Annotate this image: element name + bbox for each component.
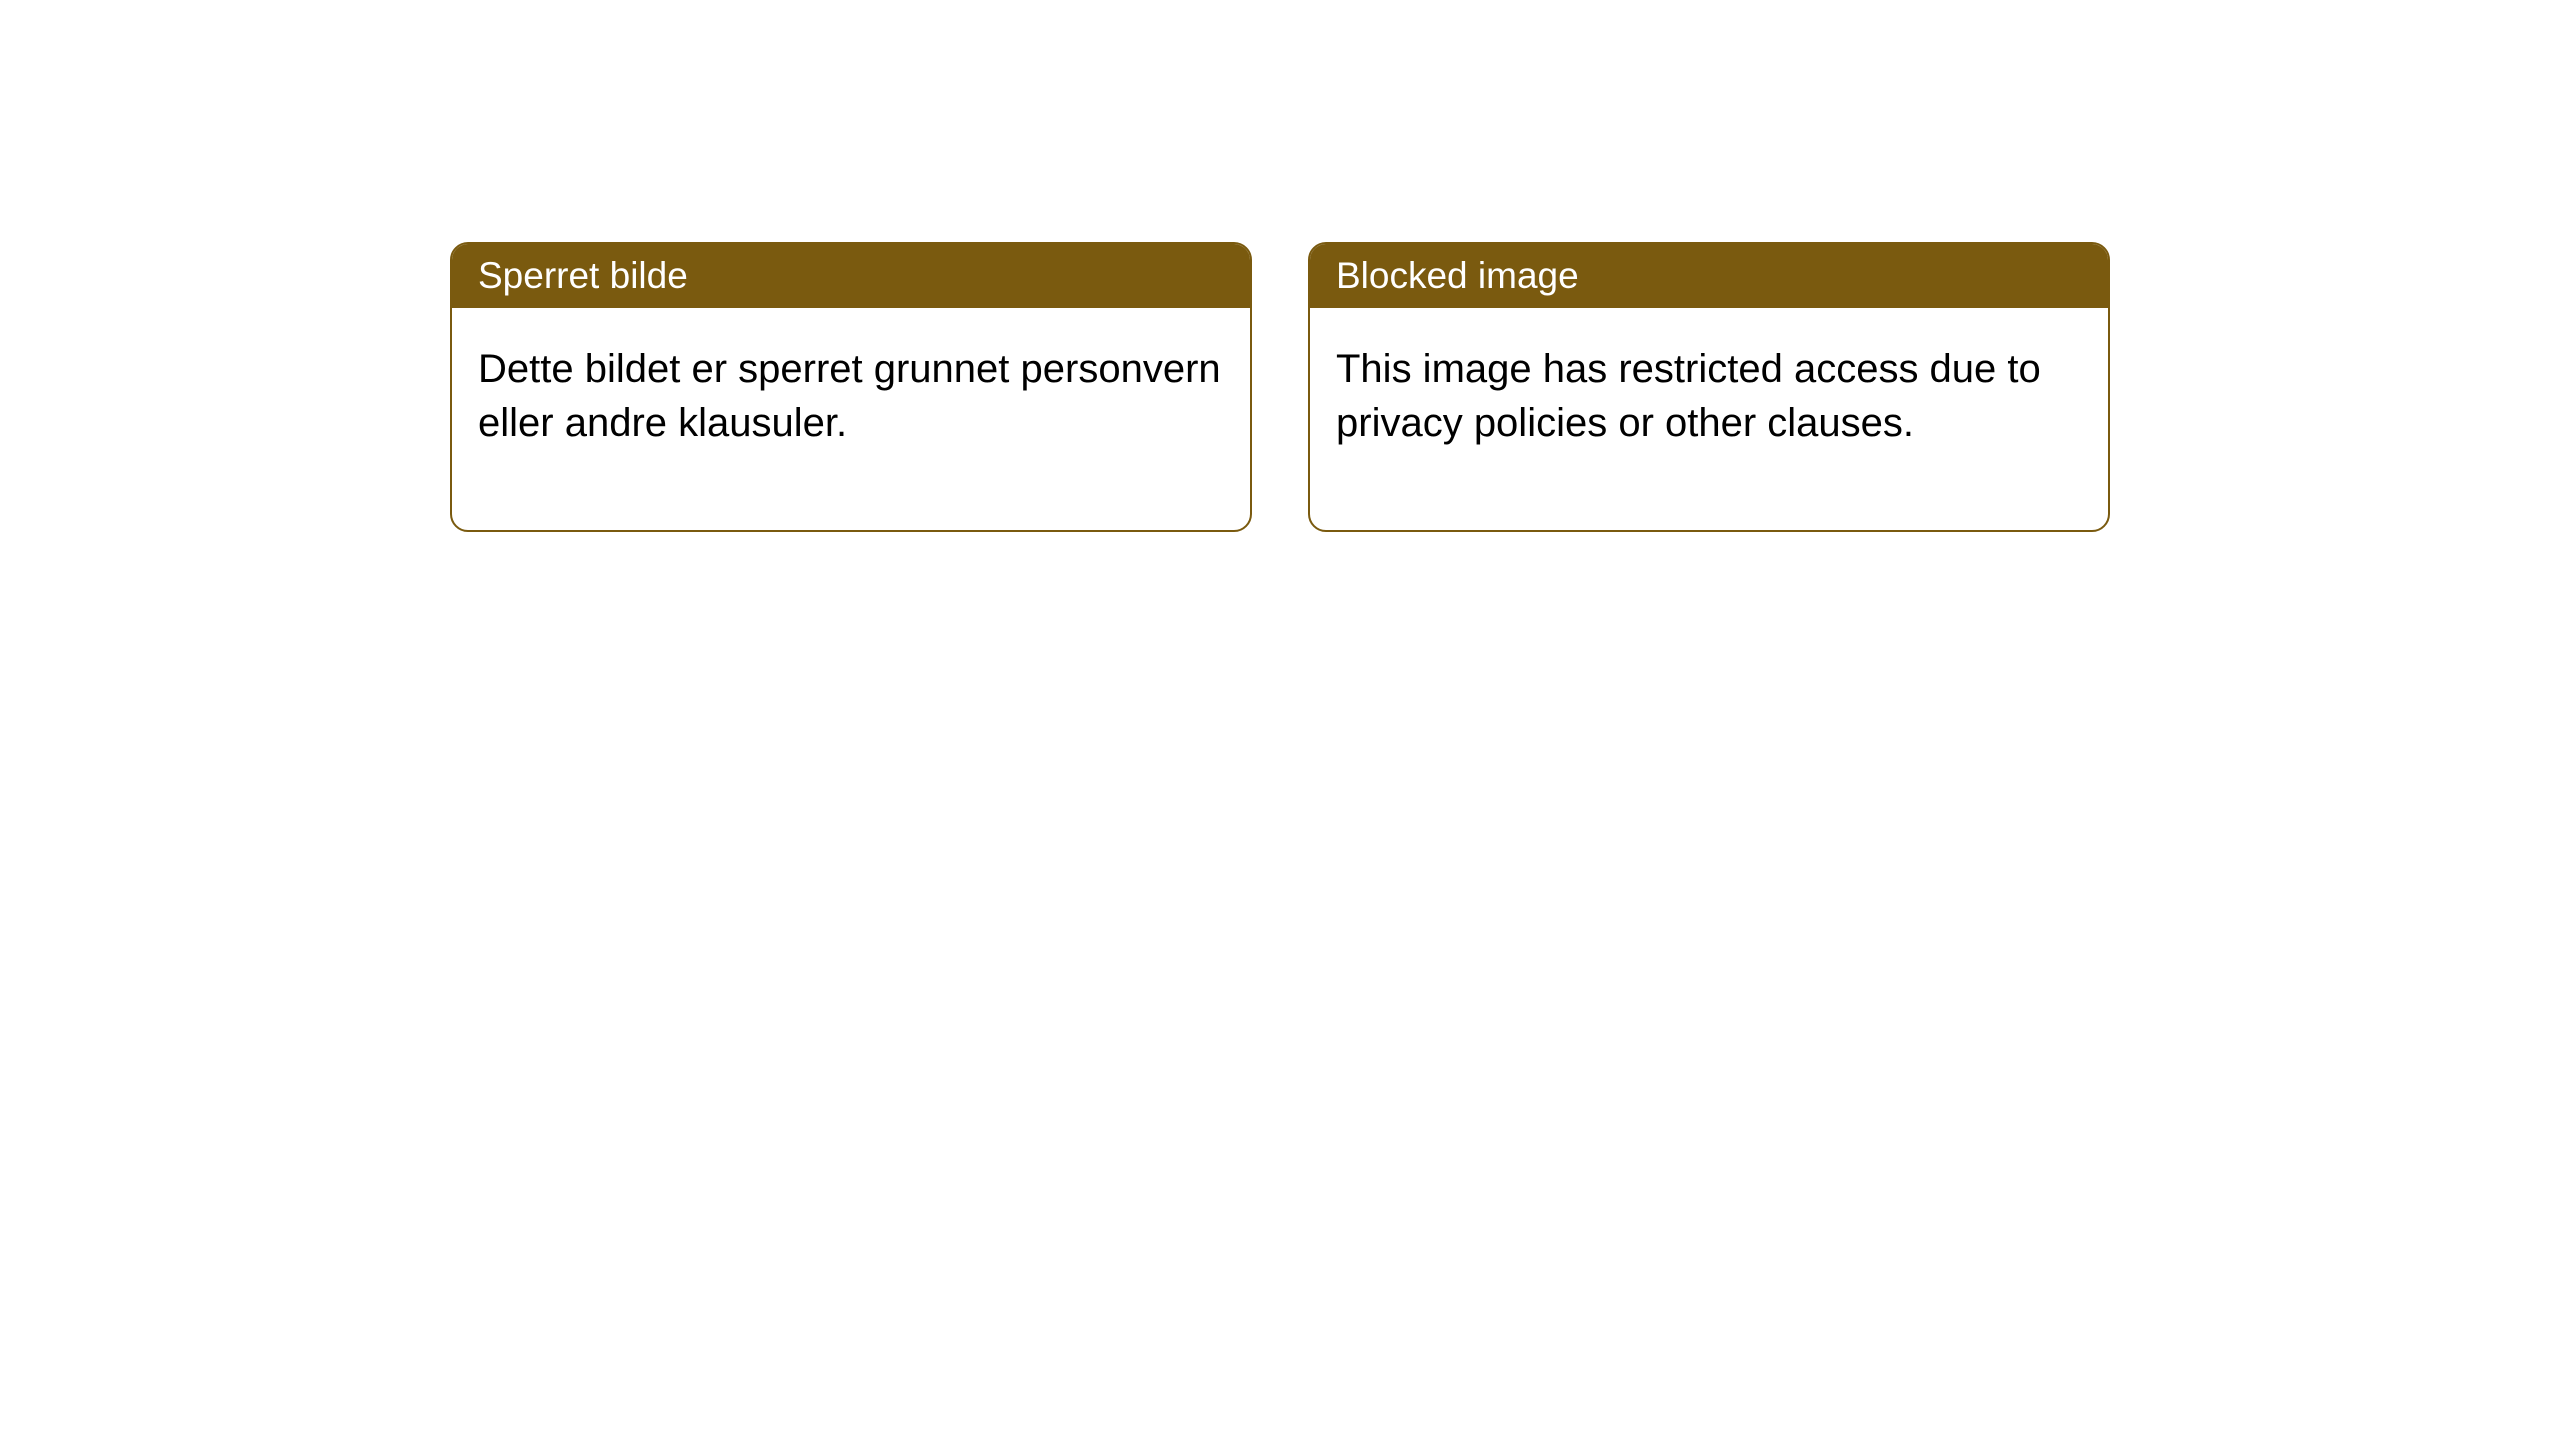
card-body-text: This image has restricted access due to …: [1336, 347, 2041, 445]
card-body-text: Dette bildet er sperret grunnet personve…: [478, 347, 1221, 445]
card-body: This image has restricted access due to …: [1310, 308, 2108, 530]
notice-card-norwegian: Sperret bilde Dette bildet er sperret gr…: [450, 242, 1252, 532]
card-title: Blocked image: [1336, 255, 1579, 296]
notice-card-english: Blocked image This image has restricted …: [1308, 242, 2110, 532]
card-title: Sperret bilde: [478, 255, 688, 296]
notice-cards-container: Sperret bilde Dette bildet er sperret gr…: [450, 242, 2110, 532]
card-body: Dette bildet er sperret grunnet personve…: [452, 308, 1250, 530]
card-header: Blocked image: [1310, 244, 2108, 308]
card-header: Sperret bilde: [452, 244, 1250, 308]
